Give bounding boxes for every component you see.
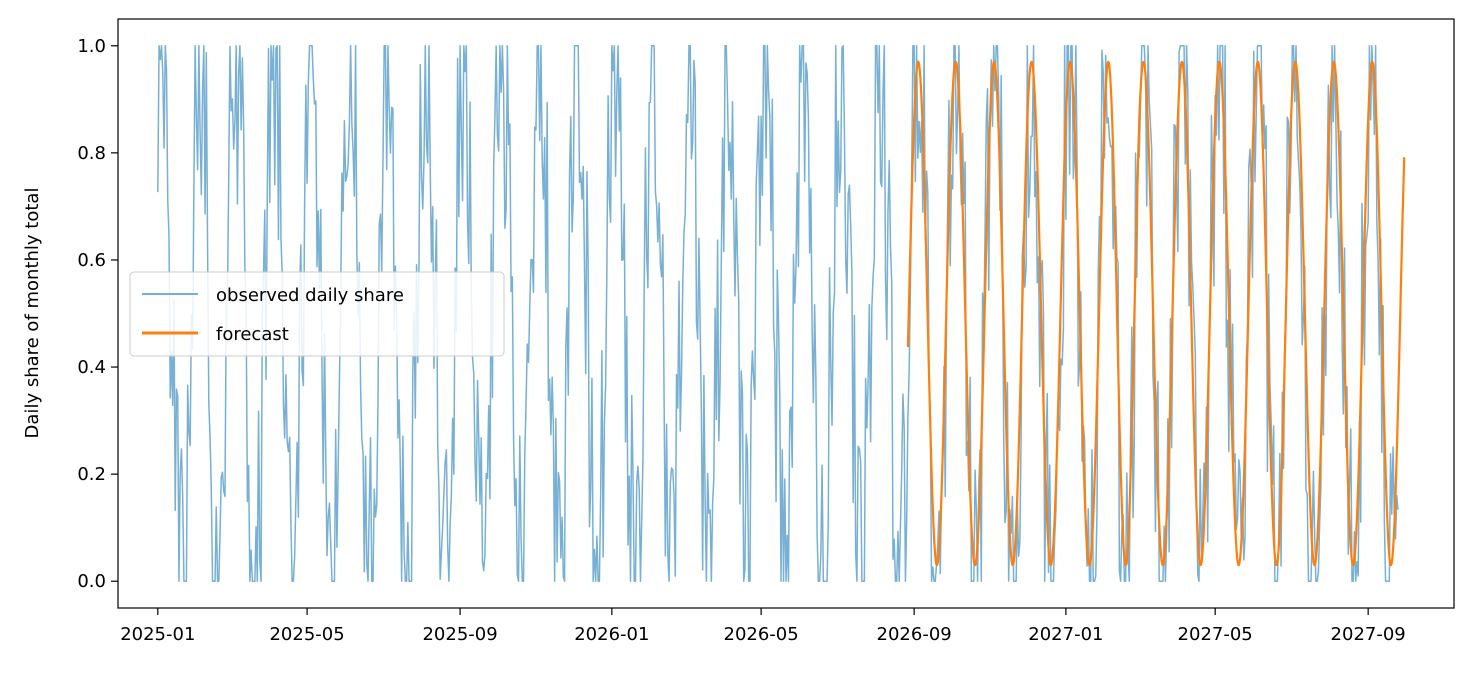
x-tick-label: 2027-01 (1028, 624, 1103, 645)
x-axis: 2025-01 2025-05 2025-09 2026-01 2026-05 2026-… (120, 608, 1406, 645)
x-tick-label: 2027-05 (1178, 624, 1253, 645)
x-tick-label: 2027-09 (1331, 624, 1406, 645)
y-axis-label: Daily share of monthly total (22, 188, 43, 439)
y-axis: 0.0 0.2 0.4 0.6 0.8 1.0 (77, 36, 118, 592)
legend-label-forecast: forecast (216, 324, 289, 345)
y-tick-label: 0.4 (77, 357, 106, 378)
series-layer (157, 45, 1406, 582)
series-observed-line (157, 45, 1399, 582)
x-tick-label: 2025-01 (120, 624, 195, 645)
series-forecast-line (906, 60, 1406, 567)
y-tick-label: 1.0 (77, 36, 106, 57)
x-tick-label: 2026-01 (574, 624, 649, 645)
y-tick-label: 0.6 (77, 250, 106, 271)
x-tick-label: 2025-05 (269, 624, 344, 645)
plot-frame (117, 18, 1455, 609)
legend: observed daily share forecast (129, 271, 505, 357)
x-tick-label: 2026-05 (724, 624, 799, 645)
legend-label-observed: observed daily share (216, 285, 404, 306)
legend-box (129, 271, 505, 357)
y-tick-label: 0.0 (77, 571, 106, 592)
x-tick-label: 2025-09 (422, 624, 497, 645)
x-tick-label: 2026-09 (877, 624, 952, 645)
y-tick-label: 0.8 (77, 143, 106, 164)
y-tick-label: 0.2 (77, 464, 106, 485)
